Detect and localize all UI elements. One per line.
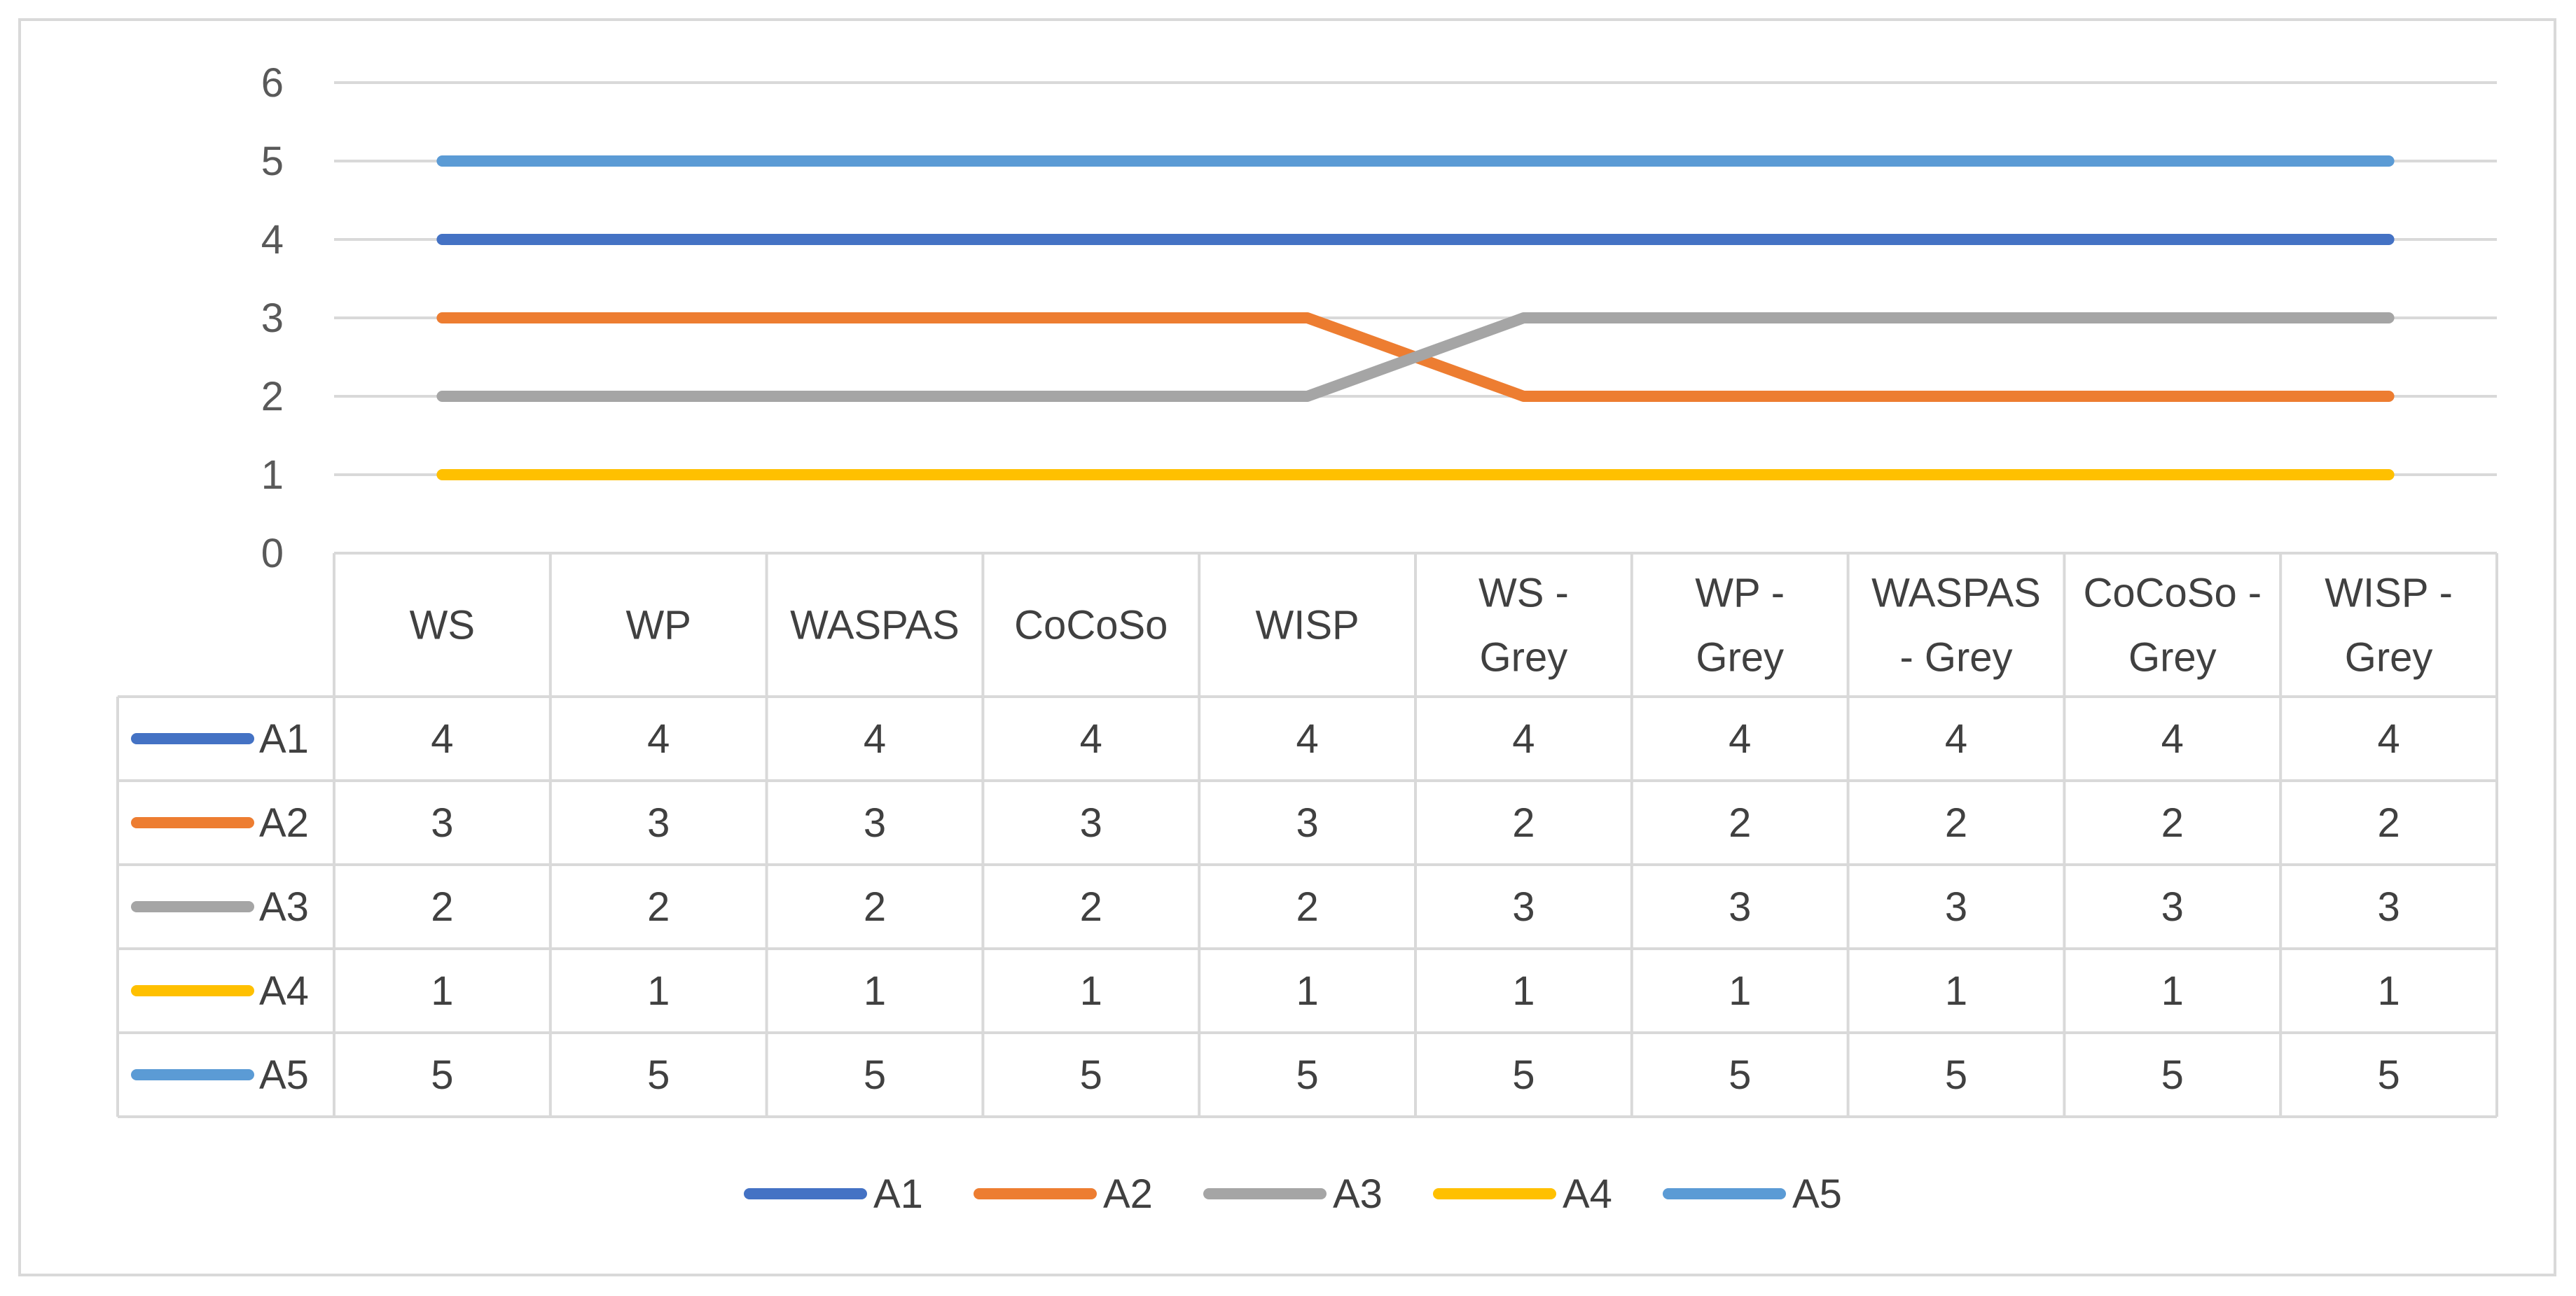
- y-tick-label: 0: [261, 531, 284, 576]
- data-value-label: 4: [647, 716, 670, 762]
- category-label: Grey: [1696, 635, 1784, 681]
- data-value-label: 2: [1296, 884, 1318, 930]
- table-series-name: A2: [259, 800, 309, 846]
- data-value-label: 1: [2377, 968, 2400, 1014]
- data-value-label: 2: [647, 884, 670, 930]
- category-label: WISP -: [2325, 571, 2453, 616]
- data-value-label: 3: [1729, 884, 1751, 930]
- category-label: CoCoSo: [1014, 603, 1168, 648]
- data-value-label: 5: [1296, 1052, 1318, 1098]
- table-series-name: A4: [259, 968, 309, 1014]
- data-value-label: 2: [431, 884, 453, 930]
- data-value-label: 5: [1512, 1052, 1535, 1098]
- data-value-label: 2: [1080, 884, 1102, 930]
- category-label: WASPAS: [790, 603, 960, 648]
- data-value-label: 3: [1296, 800, 1318, 846]
- y-tick-label: 1: [261, 452, 284, 498]
- data-value-label: 4: [1512, 716, 1535, 762]
- category-label: - Grey: [1899, 635, 2012, 681]
- data-value-label: 5: [1080, 1052, 1102, 1098]
- category-label: WISP: [1255, 603, 1359, 648]
- data-value-label: 5: [864, 1052, 886, 1098]
- category-label: Grey: [2128, 635, 2217, 681]
- table-series-name: A5: [259, 1052, 309, 1098]
- category-label: WP: [625, 603, 691, 648]
- data-value-label: 1: [647, 968, 670, 1014]
- data-value-label: 4: [1729, 716, 1751, 762]
- data-value-label: 5: [1729, 1052, 1751, 1098]
- data-value-label: 5: [431, 1052, 453, 1098]
- data-value-label: 4: [1945, 716, 1967, 762]
- data-value-label: 2: [1512, 800, 1535, 846]
- data-value-label: 1: [2161, 968, 2184, 1014]
- legend-label: A2: [1103, 1171, 1153, 1217]
- category-label: WS: [410, 603, 475, 648]
- data-value-label: 5: [2161, 1052, 2184, 1098]
- data-value-label: 1: [1080, 968, 1102, 1014]
- data-table: WS WP WASPAS CoCoSo WISP WS - Grey WP - Grey WASP…: [116, 552, 2498, 1118]
- series-line-a3: [436, 312, 2395, 402]
- data-value-label: 2: [864, 884, 886, 930]
- y-tick-label: 6: [261, 60, 284, 106]
- y-tick-label: 3: [261, 295, 284, 341]
- data-value-label: 3: [2377, 884, 2400, 930]
- data-value-label: 5: [2377, 1052, 2400, 1098]
- data-value-label: 3: [864, 800, 886, 846]
- chart-frame: [18, 18, 2556, 1276]
- data-value-label: 1: [1296, 968, 1318, 1014]
- category-label: WASPAS: [1871, 571, 2041, 616]
- data-value-label: 1: [864, 968, 886, 1014]
- data-value-label: 4: [2161, 716, 2184, 762]
- legend-label: A3: [1333, 1171, 1383, 1217]
- data-value-label: 3: [1512, 884, 1535, 930]
- data-value-label: 2: [2377, 800, 2400, 846]
- table-series-name: A1: [259, 716, 309, 762]
- category-label: CoCoSo -: [2083, 571, 2262, 616]
- data-value-label: 3: [1945, 884, 1967, 930]
- legend-label: A1: [873, 1171, 923, 1217]
- category-label: Grey: [2345, 635, 2433, 681]
- category-label: WP -: [1695, 571, 1785, 616]
- data-value-label: 2: [1729, 800, 1751, 846]
- data-value-label: 1: [1512, 968, 1535, 1014]
- data-value-label: 4: [431, 716, 453, 762]
- data-value-label: 4: [2377, 716, 2400, 762]
- data-value-label: 3: [431, 800, 453, 846]
- data-value-label: 5: [1945, 1052, 1967, 1098]
- data-value-label: 4: [864, 716, 886, 762]
- y-axis-ticks: 0 1 2 3 4 5 6: [261, 60, 284, 576]
- legend: A1 A2 A3 A4 A5: [744, 1171, 1842, 1217]
- data-value-label: 3: [1080, 800, 1102, 846]
- data-value-label: 4: [1080, 716, 1102, 762]
- data-value-label: 2: [1945, 800, 1967, 846]
- data-value-label: 1: [431, 968, 453, 1014]
- legend-label: A4: [1563, 1171, 1612, 1217]
- y-tick-label: 4: [261, 217, 284, 263]
- category-label: Grey: [1480, 635, 1568, 681]
- data-value-label: 3: [647, 800, 670, 846]
- legend-label: A5: [1792, 1171, 1842, 1217]
- data-value-label: 2: [2161, 800, 2184, 846]
- y-tick-label: 2: [261, 374, 284, 419]
- data-value-label: 1: [1945, 968, 1967, 1014]
- data-value-label: 1: [1729, 968, 1751, 1014]
- category-label: WS -: [1479, 571, 1569, 616]
- data-value-label: 4: [1296, 716, 1318, 762]
- gridlines: [334, 81, 2497, 476]
- series-lines: [436, 155, 2395, 480]
- data-value-label: 5: [647, 1052, 670, 1098]
- table-series-name: A3: [259, 884, 309, 930]
- data-value-label: 3: [2161, 884, 2184, 930]
- y-tick-label: 5: [261, 139, 284, 184]
